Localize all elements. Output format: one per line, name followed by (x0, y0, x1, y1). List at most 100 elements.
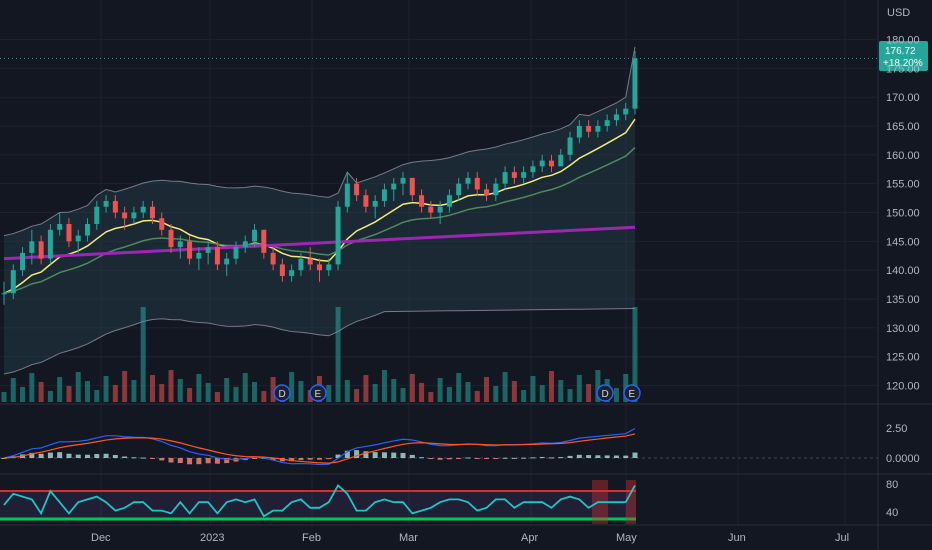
volume-bar (196, 374, 202, 402)
candle-body[interactable] (47, 229, 53, 259)
candle-body[interactable] (558, 154, 564, 167)
candle-body[interactable] (530, 166, 536, 173)
candle-body[interactable] (252, 229, 258, 242)
candle-body[interactable] (289, 270, 295, 276)
candle-body[interactable] (335, 206, 341, 265)
candle-body[interactable] (604, 120, 610, 126)
candle-body[interactable] (456, 183, 462, 196)
candle-body[interactable] (205, 247, 211, 253)
candle-body[interactable] (131, 212, 137, 219)
candle-body[interactable] (103, 200, 109, 207)
candle-body[interactable] (214, 247, 220, 265)
event-marker-e-icon[interactable] (623, 384, 641, 402)
candle-body[interactable] (1, 293, 7, 295)
candles[interactable] (1, 50, 638, 305)
volume-bar (493, 386, 499, 402)
candle-body[interactable] (465, 177, 471, 184)
candle-body[interactable] (242, 241, 248, 248)
candle-body[interactable] (29, 241, 35, 253)
candle-body[interactable] (493, 183, 499, 196)
macd-histogram-bar (66, 453, 72, 458)
candle-body[interactable] (539, 160, 545, 167)
rsi-line (3, 483, 636, 518)
candle-body[interactable] (446, 195, 452, 207)
candle-body[interactable] (326, 264, 332, 271)
macd-histogram-bar (205, 458, 211, 464)
macd-histogram-bar (168, 458, 174, 463)
candle-body[interactable] (363, 195, 369, 207)
candle-body[interactable] (270, 252, 276, 265)
candle-body[interactable] (57, 224, 63, 230)
candle-body[interactable] (261, 229, 267, 253)
candle-body[interactable] (623, 108, 629, 115)
candle-body[interactable] (502, 172, 508, 184)
candle-body[interactable] (400, 177, 406, 184)
candle-body[interactable] (521, 172, 527, 178)
candle-body[interactable] (576, 125, 582, 138)
macd-histogram-bar (270, 458, 276, 461)
event-marker-d-icon[interactable] (596, 384, 614, 402)
candle-body[interactable] (140, 206, 146, 213)
candle-body[interactable] (548, 160, 554, 167)
candle-body[interactable] (307, 258, 313, 265)
candle-body[interactable] (122, 212, 128, 219)
candle-body[interactable] (474, 177, 480, 190)
event-marker-label: D (279, 389, 286, 400)
candle-body[interactable] (428, 206, 434, 213)
candle-body[interactable] (354, 183, 360, 196)
candle-body[interactable] (233, 247, 239, 259)
candle-body[interactable] (75, 235, 81, 242)
macd-histogram-bar (502, 457, 508, 459)
candle-body[interactable] (381, 189, 387, 201)
candle-body[interactable] (595, 125, 601, 132)
volume-bar (586, 384, 592, 402)
candle-body[interactable] (484, 189, 490, 196)
candle-body[interactable] (10, 270, 16, 294)
candle-body[interactable] (177, 241, 183, 248)
volume-bar (465, 382, 471, 402)
candle-body[interactable] (409, 177, 415, 196)
candle-body[interactable] (94, 206, 100, 225)
candle-body[interactable] (279, 264, 285, 276)
candle-body[interactable] (66, 224, 72, 242)
candle-body[interactable] (372, 200, 378, 207)
candle-body[interactable] (437, 206, 443, 213)
candle-body[interactable] (149, 206, 155, 219)
candle-body[interactable] (632, 58, 638, 109)
candle-body[interactable] (112, 200, 118, 213)
time-tick-label: May (616, 532, 637, 544)
volume-bar (140, 307, 146, 402)
candle-body[interactable] (85, 224, 91, 236)
volume-bar (521, 390, 527, 402)
volume-bar (400, 388, 406, 402)
price-tick-label: 165.00 (886, 121, 920, 133)
candle-body[interactable] (159, 218, 165, 230)
candle-body[interactable] (38, 241, 44, 259)
last-price-badge[interactable]: 176.72 +18.20% (879, 41, 928, 71)
candle-body[interactable] (317, 264, 322, 271)
event-marker-d-icon[interactable] (273, 384, 291, 402)
candle-body[interactable] (511, 172, 517, 178)
candle-body[interactable] (20, 252, 26, 271)
candle-body[interactable] (419, 195, 425, 207)
event-marker-label: E (629, 389, 636, 400)
candle-body[interactable] (168, 229, 174, 248)
rsi-pane[interactable] (0, 480, 636, 524)
candle-body[interactable] (187, 241, 193, 259)
volume-bar (10, 378, 16, 402)
candle-body[interactable] (298, 258, 304, 271)
macd-pane[interactable] (0, 427, 878, 466)
candle-body[interactable] (344, 183, 350, 207)
candle-body[interactable] (196, 252, 202, 259)
candle-body[interactable] (224, 258, 230, 265)
candle-body[interactable] (586, 125, 592, 132)
candle-body[interactable] (567, 137, 573, 155)
candle-body[interactable] (391, 183, 397, 190)
event-marker-e-icon[interactable] (309, 384, 327, 402)
candle-body[interactable] (613, 114, 619, 121)
price-tick-label: 180.00 (886, 34, 920, 46)
